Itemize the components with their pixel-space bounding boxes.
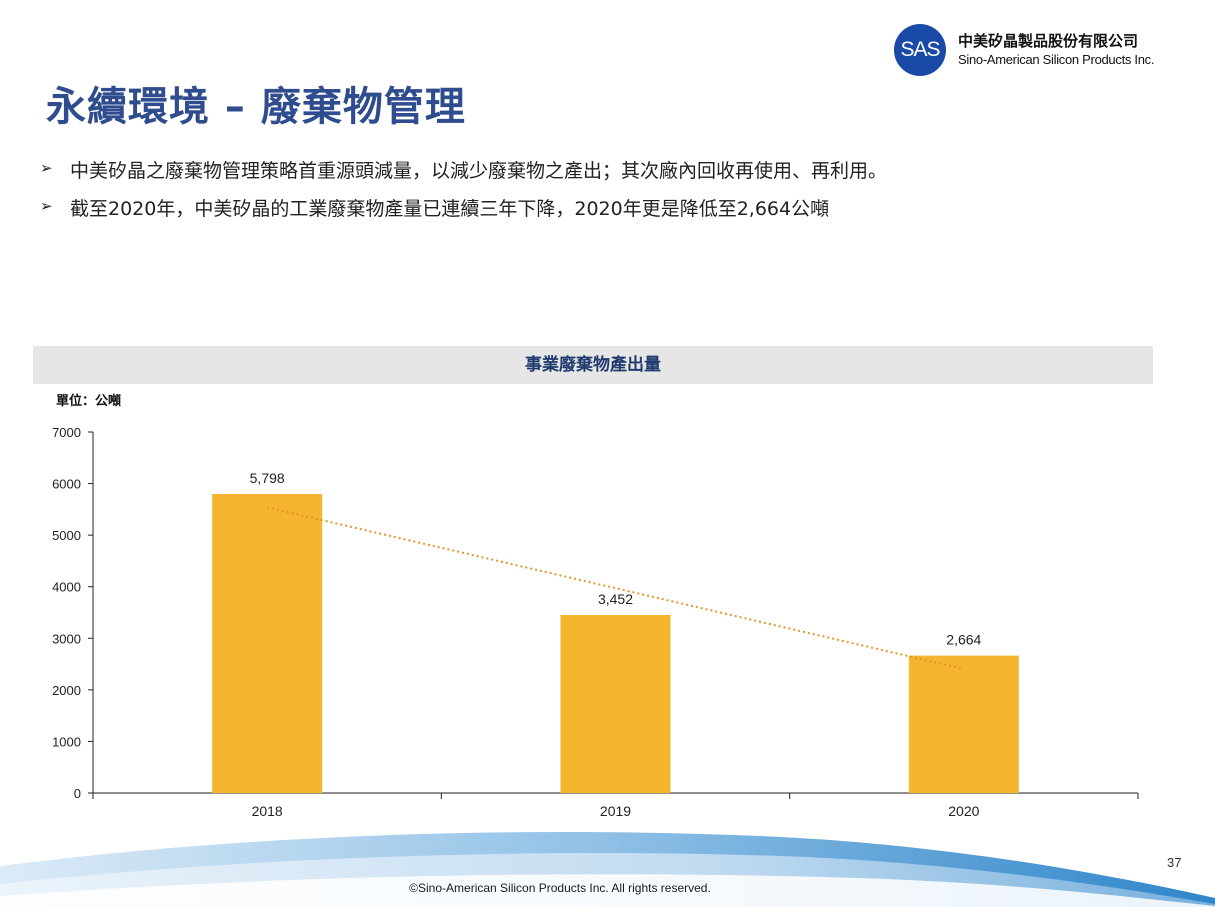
sas-logo-mark: SAS — [894, 24, 946, 76]
slide-title: 永續環境 – 廢棄物管理 — [46, 84, 466, 130]
bullet-item: ➢ 中美矽晶之廢棄物管理策略首重源頭減量，以減少廢棄物之產出；其次廠內回收再使用… — [40, 155, 1190, 193]
company-name-english: Sino-American Silicon Products Inc. — [958, 52, 1155, 67]
decorative-wave-banner — [0, 831, 1215, 907]
y-tick-label: 6000 — [52, 477, 81, 492]
bar-chart: 0 1000 2000 3000 4000 5000 6000 7000 5,798 2018 3,… — [52, 425, 1139, 819]
company-name-chinese: 中美矽晶製品股份有限公司 — [958, 32, 1139, 50]
y-tick-label: 1000 — [52, 734, 81, 749]
bullet-list: ➢ 中美矽晶之廢棄物管理策略首重源頭減量，以減少廢棄物之產出；其次廠內回收再使用… — [40, 155, 1190, 231]
company-logo: SAS 中美矽晶製品股份有限公司 Sino-American Silicon P… — [894, 24, 1184, 76]
chart-title: 事業廢棄物產出量 — [33, 346, 1153, 384]
page-number: 37 — [1167, 855, 1182, 870]
bullet-item: ➢ 截至2020年，中美矽晶的工業廢棄物產量已連續三年下降，2020年更是降低至… — [40, 193, 1190, 231]
y-tick-label: 7000 — [52, 425, 81, 440]
data-label: 2,664 — [946, 632, 981, 648]
chart-unit-label: 單位：公噸 — [56, 394, 122, 409]
y-tick-label: 5000 — [52, 528, 81, 543]
trendline — [266, 506, 965, 670]
bar — [560, 614, 671, 793]
data-label: 5,798 — [250, 470, 285, 486]
x-tick-label: 2018 — [252, 803, 283, 819]
bar — [908, 655, 1019, 793]
x-tick-label: 2019 — [600, 803, 631, 819]
y-tick-label: 3000 — [52, 631, 81, 646]
bullet-text: 中美矽晶之廢棄物管理策略首重源頭減量，以減少廢棄物之產出；其次廠內回收再使用、再… — [70, 160, 888, 182]
y-tick-label: 4000 — [52, 580, 81, 595]
arrow-bullet-icon: ➢ — [40, 159, 53, 177]
data-label: 3,452 — [598, 591, 633, 607]
arrow-bullet-icon: ➢ — [40, 197, 53, 215]
y-tick-label: 0 — [74, 786, 81, 801]
x-tick-label: 2020 — [948, 803, 979, 819]
y-tick-label: 2000 — [52, 683, 81, 698]
copyright-footer: ©Sino-American Silicon Products Inc. All… — [409, 881, 711, 895]
bullet-text: 截至2020年，中美矽晶的工業廢棄物產量已連續三年下降，2020年更是降低至2,… — [70, 198, 830, 220]
bar — [212, 493, 323, 793]
